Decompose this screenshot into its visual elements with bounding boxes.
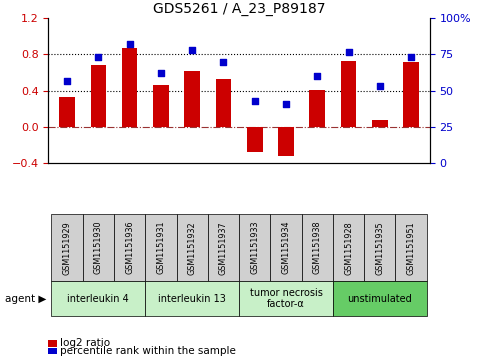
Point	[63, 78, 71, 83]
Bar	[278, 127, 294, 156]
Text: GSM1151934: GSM1151934	[282, 221, 290, 274]
Point	[95, 54, 102, 60]
Text: GSM1151951: GSM1151951	[407, 221, 415, 274]
Point	[407, 54, 415, 60]
Point	[157, 70, 165, 76]
Point	[376, 83, 384, 89]
Text: GSM1151937: GSM1151937	[219, 221, 228, 274]
Point	[220, 59, 227, 65]
Text: GSM1151929: GSM1151929	[63, 221, 71, 275]
Bar	[310, 90, 325, 127]
Text: GSM1151935: GSM1151935	[375, 221, 384, 274]
Bar	[403, 62, 419, 127]
Text: GSM1151930: GSM1151930	[94, 221, 103, 274]
Bar	[247, 127, 263, 152]
Text: percentile rank within the sample: percentile rank within the sample	[60, 346, 236, 356]
Point	[251, 98, 258, 104]
Bar	[185, 71, 200, 127]
Text: GSM1151936: GSM1151936	[125, 221, 134, 274]
Bar	[153, 85, 169, 127]
Bar	[215, 79, 231, 127]
Text: unstimulated: unstimulated	[347, 294, 412, 303]
Point	[188, 47, 196, 53]
Bar	[90, 65, 106, 127]
Bar	[372, 120, 388, 127]
Bar	[122, 48, 138, 127]
Text: interleukin 13: interleukin 13	[158, 294, 226, 303]
Point	[126, 41, 133, 47]
Point	[282, 101, 290, 107]
Text: GSM1151938: GSM1151938	[313, 221, 322, 274]
Bar	[341, 61, 356, 127]
Text: GSM1151932: GSM1151932	[188, 221, 197, 274]
Text: GSM1151928: GSM1151928	[344, 221, 353, 274]
Text: GSM1151933: GSM1151933	[250, 221, 259, 274]
Bar	[59, 97, 75, 127]
Text: tumor necrosis
factor-α: tumor necrosis factor-α	[250, 288, 323, 309]
Text: interleukin 4: interleukin 4	[68, 294, 129, 303]
Point	[313, 73, 321, 79]
Text: GSM1151931: GSM1151931	[156, 221, 165, 274]
Point	[345, 49, 353, 54]
Text: agent ▶: agent ▶	[5, 294, 46, 303]
Title: GDS5261 / A_23_P89187: GDS5261 / A_23_P89187	[153, 2, 326, 16]
Text: log2 ratio: log2 ratio	[60, 338, 111, 348]
